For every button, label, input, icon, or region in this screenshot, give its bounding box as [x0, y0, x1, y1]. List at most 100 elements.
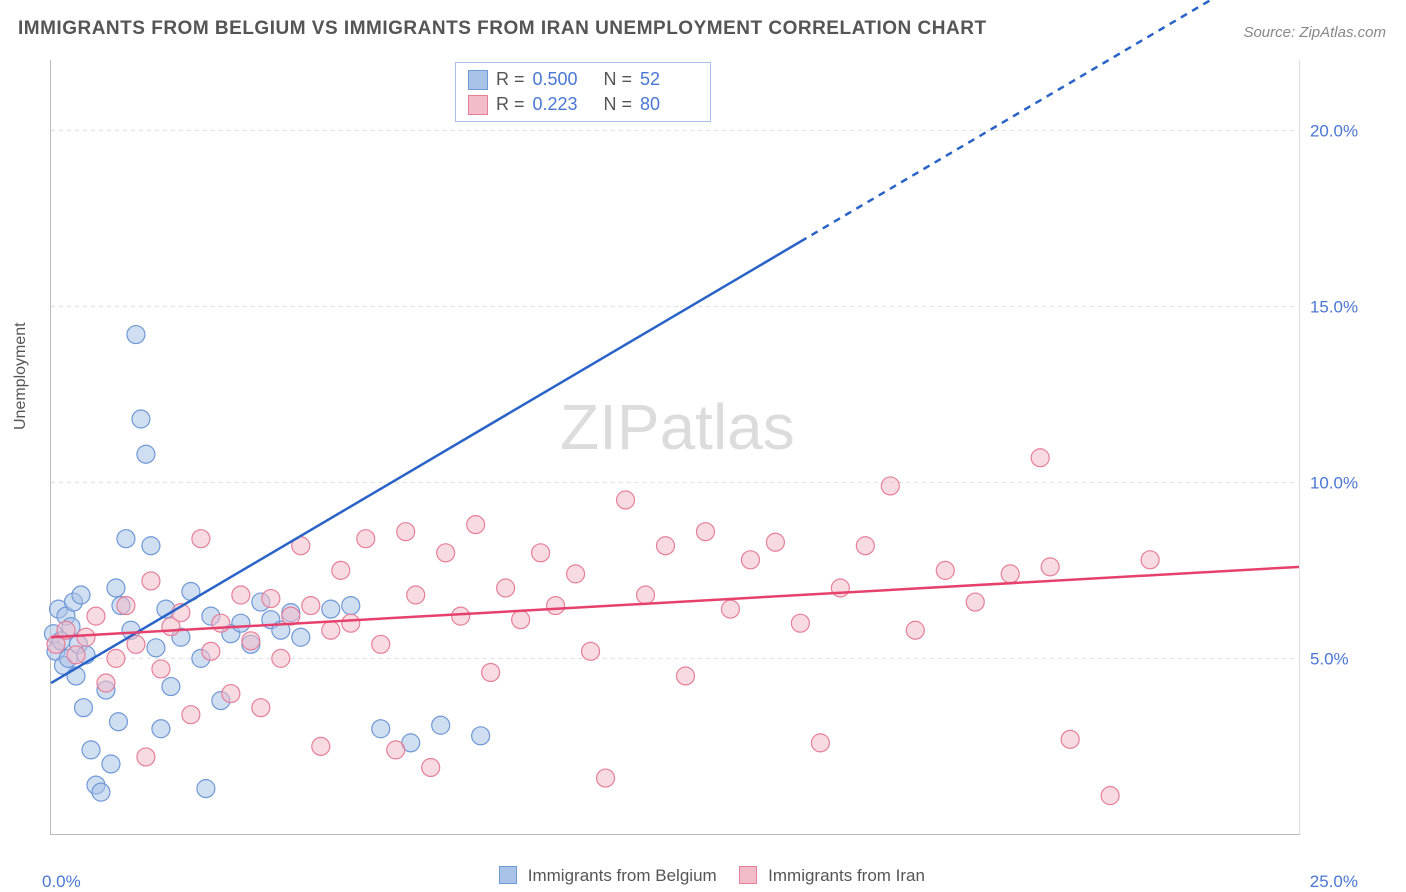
scatter-point — [721, 600, 739, 618]
scatter-point — [397, 523, 415, 541]
scatter-point — [567, 565, 585, 583]
scatter-point — [292, 628, 310, 646]
scatter-point — [766, 533, 784, 551]
scatter-point — [142, 572, 160, 590]
scatter-point — [357, 530, 375, 548]
scatter-point — [811, 734, 829, 752]
scatter-point — [512, 611, 530, 629]
stats-row-belgium: R = 0.500 N = 52 — [468, 67, 698, 92]
scatter-point — [322, 621, 340, 639]
stats-n-label: N = — [599, 67, 633, 92]
scatter-point — [212, 614, 230, 632]
scatter-point — [137, 748, 155, 766]
scatter-point — [152, 720, 170, 738]
scatter-point — [387, 741, 405, 759]
scatter-point — [147, 639, 165, 657]
scatter-point — [162, 678, 180, 696]
scatter-point — [332, 561, 350, 579]
scatter-point — [92, 783, 110, 801]
x-axis-tick-left: 0.0% — [42, 872, 81, 892]
scatter-point — [547, 597, 565, 615]
scatter-point — [791, 614, 809, 632]
scatter-point — [72, 586, 90, 604]
scatter-point — [696, 523, 714, 541]
scatter-point — [202, 642, 220, 660]
y-axis-tick-label: 5.0% — [1310, 649, 1349, 668]
scatter-point — [532, 544, 550, 562]
scatter-point — [74, 699, 92, 717]
stats-r-label: R = — [496, 67, 525, 92]
scatter-point — [582, 642, 600, 660]
scatter-point — [342, 597, 360, 615]
scatter-point — [137, 445, 155, 463]
scatter-point — [936, 561, 954, 579]
stats-n-belgium: 52 — [640, 67, 698, 92]
scatter-point — [232, 614, 250, 632]
scatter-point — [109, 713, 127, 731]
scatter-point — [102, 755, 120, 773]
scatter-point — [242, 632, 260, 650]
scatter-point — [881, 477, 899, 495]
scatter-point — [192, 530, 210, 548]
stats-r-label: R = — [496, 92, 525, 117]
y-axis-tick-label: 10.0% — [1310, 473, 1358, 492]
scatter-point — [452, 607, 470, 625]
stats-r-belgium: 0.500 — [533, 67, 591, 92]
scatter-point — [222, 685, 240, 703]
scatter-point — [741, 551, 759, 569]
scatter-point — [77, 628, 95, 646]
plot-svg: 5.0%10.0%15.0%20.0% — [51, 60, 1300, 834]
scatter-point — [472, 727, 490, 745]
legend-label-belgium: Immigrants from Belgium — [528, 866, 717, 885]
scatter-point — [372, 635, 390, 653]
y-axis-tick-label: 20.0% — [1310, 121, 1358, 140]
scatter-point — [617, 491, 635, 509]
plot-area: 5.0%10.0%15.0%20.0% — [50, 60, 1300, 835]
scatter-point — [657, 537, 675, 555]
scatter-point — [312, 737, 330, 755]
scatter-point — [422, 759, 440, 777]
x-axis-tick-right: 25.0% — [1310, 872, 1358, 892]
scatter-point — [142, 537, 160, 555]
scatter-point — [117, 530, 135, 548]
chart-title: IMMIGRANTS FROM BELGIUM VS IMMIGRANTS FR… — [18, 18, 987, 40]
scatter-point — [272, 649, 290, 667]
stats-n-label: N = — [599, 92, 633, 117]
scatter-point — [322, 600, 340, 618]
scatter-point — [117, 597, 135, 615]
scatter-point — [182, 706, 200, 724]
scatter-point — [597, 769, 615, 787]
legend-swatch-iran — [739, 866, 757, 884]
scatter-point — [437, 544, 455, 562]
y-axis-label: Unemployment — [12, 322, 30, 430]
scatter-point — [1001, 565, 1019, 583]
scatter-point — [302, 597, 320, 615]
scatter-point — [1061, 730, 1079, 748]
scatter-point — [87, 607, 105, 625]
scatter-point — [107, 579, 125, 597]
legend-swatch-belgium — [499, 866, 517, 884]
swatch-belgium — [468, 70, 488, 90]
scatter-point — [107, 649, 125, 667]
scatter-point — [372, 720, 390, 738]
scatter-point — [262, 590, 280, 608]
y-axis-tick-label: 15.0% — [1310, 297, 1358, 316]
scatter-point — [197, 780, 215, 798]
scatter-point — [97, 674, 115, 692]
scatter-point — [1031, 449, 1049, 467]
chart-source: Source: ZipAtlas.com — [1243, 24, 1386, 41]
scatter-point — [637, 586, 655, 604]
scatter-point — [67, 646, 85, 664]
scatter-point — [152, 660, 170, 678]
scatter-point — [407, 586, 425, 604]
swatch-iran — [468, 95, 488, 115]
scatter-point — [132, 410, 150, 428]
scatter-point — [1101, 787, 1119, 805]
scatter-point — [497, 579, 515, 597]
stats-r-iran: 0.223 — [533, 92, 591, 117]
scatter-point — [232, 586, 250, 604]
scatter-point — [82, 741, 100, 759]
scatter-point — [906, 621, 924, 639]
stats-n-iran: 80 — [640, 92, 698, 117]
scatter-point — [1041, 558, 1059, 576]
